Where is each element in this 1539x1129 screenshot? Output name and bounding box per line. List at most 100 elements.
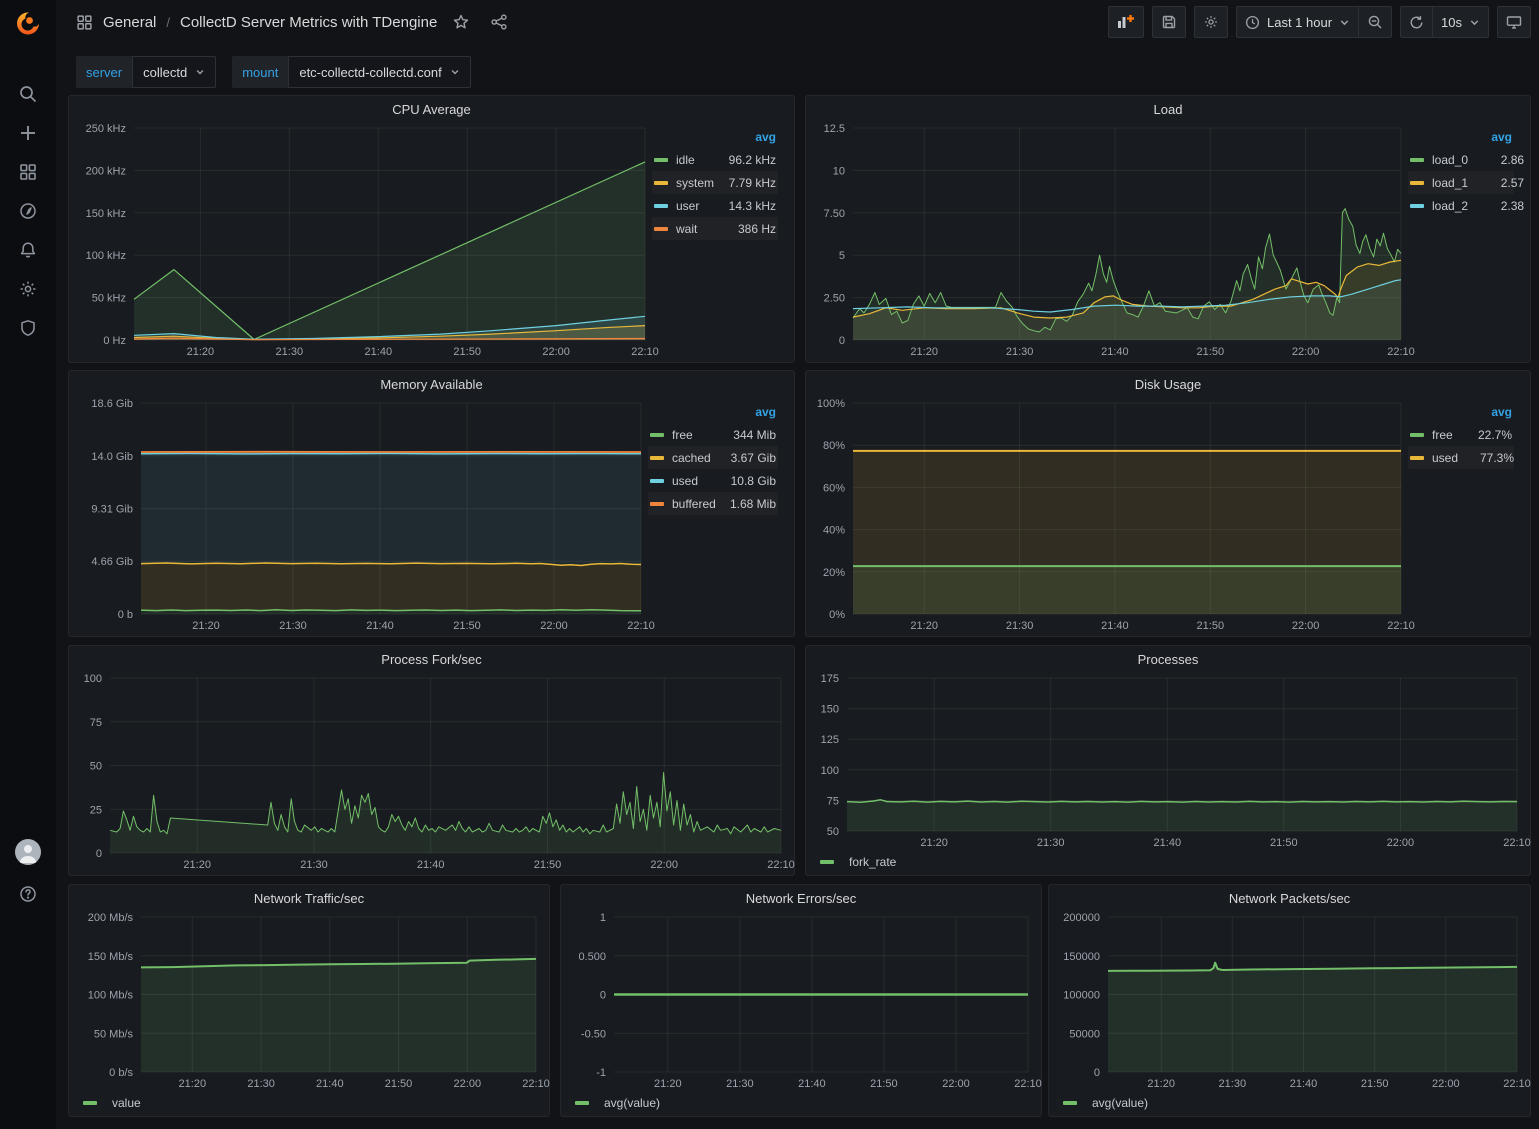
panel-title[interactable]: Disk Usage xyxy=(1134,376,1202,392)
legend-series-name: free xyxy=(672,427,693,442)
legend-item-wait[interactable]: wait 386 Hz xyxy=(652,217,778,240)
svg-text:21:40: 21:40 xyxy=(1101,346,1129,358)
time-series-graph[interactable]: 0 25 50 75 100 21:20 21:30 21:40 21:50 22:00 22:10 xyxy=(77,672,795,873)
legend-sort-avg[interactable]: avg xyxy=(1491,130,1512,144)
grafana-logo[interactable] xyxy=(0,0,56,44)
panel-network-traffic: Network Traffic/sec 0 b/s 50 Mb/s 100 Mb/s… xyxy=(68,884,550,1117)
time-series-graph[interactable]: 0% 20% 40% 60% 80% 100% 21:20 21:30 21:40 21:50 22… xyxy=(814,397,1415,634)
time-series-graph[interactable]: 0 b/s 50 Mb/s 100 Mb/s 150 Mb/s 200 Mb/s 21:2… xyxy=(77,911,550,1092)
legend-item-idle[interactable]: idle 96.2 kHz xyxy=(652,148,778,171)
dashboard-settings-button[interactable] xyxy=(1193,6,1228,38)
legend-item-avg(value)[interactable]: avg(value) xyxy=(604,1096,661,1110)
legend-series-name: user xyxy=(676,198,700,213)
panel-title[interactable]: Load xyxy=(1153,101,1183,117)
legend-item-used[interactable]: used 77.3% xyxy=(1408,446,1514,469)
legend-item-value[interactable]: value xyxy=(112,1096,141,1110)
save-dashboard-button[interactable] xyxy=(1151,6,1186,38)
svg-text:22:00: 22:00 xyxy=(540,620,568,632)
time-series-graph[interactable]: -1 -0.50 0 0.500 1 21:20 21:30 21:40 21:50 22:00 2… xyxy=(569,911,1041,1092)
panel-legend: avg(value) xyxy=(1049,1094,1530,1116)
legend-item-free[interactable]: free 344 Mib xyxy=(648,423,778,446)
panel-title[interactable]: CPU Average xyxy=(392,101,471,117)
time-series-graph[interactable]: 0 b 4.66 Gib 9.31 Gib 14.0 Gib 18.6 Gib 21:20… xyxy=(77,397,654,634)
sidebar-item-search[interactable] xyxy=(10,84,46,104)
add-panel-button[interactable] xyxy=(1107,6,1144,38)
variable-server-value[interactable]: collectd xyxy=(132,56,217,88)
share-dashboard-button[interactable] xyxy=(485,10,513,34)
sidebar-item-help[interactable] xyxy=(10,884,46,904)
legend-item-avg(value)[interactable]: avg(value) xyxy=(1092,1096,1149,1110)
refresh-interval-select[interactable]: 10s xyxy=(1432,6,1489,38)
legend-series-name: used xyxy=(672,473,699,488)
search-icon xyxy=(20,86,37,103)
svg-text:22:10: 22:10 xyxy=(522,1078,550,1090)
legend-item-system[interactable]: system 7.79 kHz xyxy=(652,171,778,194)
zoom-out-icon xyxy=(1368,15,1382,29)
user-avatar[interactable] xyxy=(15,839,41,865)
series-color-swatch xyxy=(1410,157,1424,162)
legend-item-load_2[interactable]: load_2 2.38 xyxy=(1408,194,1524,217)
sidebar-item-alerting[interactable] xyxy=(10,240,46,260)
series-color-swatch xyxy=(650,455,664,460)
time-series-graph[interactable]: 50 75 100 125 150 175 21:20 21:30 21:40 21:50 22:0… xyxy=(814,672,1531,851)
series-color-swatch xyxy=(820,860,834,864)
dashboard-title[interactable]: CollectD Server Metrics with TDengine xyxy=(180,13,438,31)
legend-item-free[interactable]: free 22.7% xyxy=(1408,423,1514,446)
legend-sort-avg[interactable]: avg xyxy=(755,130,776,144)
time-series-graph[interactable]: 0 Hz 50 kHz 100 kHz 150 kHz 200 kHz 250 kHz 21… xyxy=(77,122,659,360)
avatar-icon xyxy=(19,845,37,863)
sidebar-item-create[interactable] xyxy=(10,123,46,143)
legend-avg-value: 2.57 xyxy=(1500,175,1525,190)
refresh-button[interactable] xyxy=(1400,6,1434,38)
time-series-graph[interactable]: 0 2.50 5 7.50 10 12.5 21:20 21:30 21:40 21:50 22:0… xyxy=(814,122,1415,360)
legend-item-cached[interactable]: cached 3.67 Gib xyxy=(648,446,778,469)
panel-cpu-average: CPU Average 0 Hz 50 kHz 100 kHz 150 kHz 200 … xyxy=(68,95,795,363)
svg-text:21:50: 21:50 xyxy=(534,859,562,871)
legend-sort-avg[interactable]: avg xyxy=(755,405,776,419)
variable-mount-value[interactable]: etc-collectd-collectd.conf xyxy=(288,56,471,88)
panel-legend: value xyxy=(69,1094,549,1116)
panel-title[interactable]: Process Fork/sec xyxy=(381,651,482,667)
panel-title[interactable]: Memory Available xyxy=(380,376,483,392)
svg-text:7.50: 7.50 xyxy=(824,208,845,220)
svg-text:21:30: 21:30 xyxy=(279,620,307,632)
svg-text:0.500: 0.500 xyxy=(578,951,606,963)
panel-title[interactable]: Network Errors/sec xyxy=(745,890,857,906)
svg-text:-0.50: -0.50 xyxy=(581,1028,606,1040)
sidebar-item-dashboards[interactable] xyxy=(10,162,46,182)
svg-text:21:20: 21:20 xyxy=(192,620,220,632)
time-series-graph[interactable]: 0 50000 100000 150000 200000 21:20 21:30 21:40 2… xyxy=(1057,911,1530,1092)
legend-series-name: load_1 xyxy=(1432,175,1469,190)
time-controls: Last 1 hour xyxy=(1235,6,1393,38)
legend-series-name: cached xyxy=(672,450,711,465)
dashboards-grid-icon xyxy=(20,164,36,180)
legend-item-user[interactable]: user 14.3 kHz xyxy=(652,194,778,217)
svg-text:22:00: 22:00 xyxy=(942,1078,970,1090)
panel-title[interactable]: Network Traffic/sec xyxy=(253,890,365,906)
legend-sort-avg[interactable]: avg xyxy=(1491,405,1512,419)
legend-item-used[interactable]: used 10.8 Gib xyxy=(648,469,778,492)
legend-avg-value: 22.7% xyxy=(1477,427,1512,442)
panel-title[interactable]: Processes xyxy=(1137,651,1199,667)
zoom-out-button[interactable] xyxy=(1358,6,1393,38)
svg-text:21:20: 21:20 xyxy=(910,620,938,632)
svg-text:0 Hz: 0 Hz xyxy=(103,335,126,347)
sidebar-item-explore[interactable] xyxy=(10,201,46,221)
star-dashboard-button[interactable] xyxy=(447,10,475,34)
sidebar-item-configuration[interactable] xyxy=(10,279,46,299)
svg-text:22:00: 22:00 xyxy=(650,859,678,871)
panel-title[interactable]: Network Packets/sec xyxy=(1228,890,1351,906)
svg-text:-1: -1 xyxy=(596,1067,606,1079)
legend-item-load_0[interactable]: load_0 2.86 xyxy=(1408,148,1524,171)
breadcrumb-folder[interactable]: General xyxy=(103,13,157,31)
legend-item-fork_rate[interactable]: fork_rate xyxy=(849,855,897,869)
legend-item-buffered[interactable]: buffered 1.68 Mib xyxy=(648,492,778,515)
svg-text:0%: 0% xyxy=(829,609,845,621)
chart-canvas: 0 25 50 75 100 21:20 21:30 21:40 21:50 22:00 22:10 xyxy=(84,673,795,871)
cycle-view-mode-button[interactable] xyxy=(1497,6,1531,38)
time-range-picker[interactable]: Last 1 hour xyxy=(1235,6,1360,38)
sidebar-item-server-admin[interactable] xyxy=(10,318,46,338)
svg-text:0: 0 xyxy=(839,335,845,347)
legend-item-load_1[interactable]: load_1 2.57 xyxy=(1408,171,1524,194)
panel-load: Load 0 2.50 5 7.50 10 12.5 21:20 21:30 21:40 21:5… xyxy=(805,95,1531,363)
